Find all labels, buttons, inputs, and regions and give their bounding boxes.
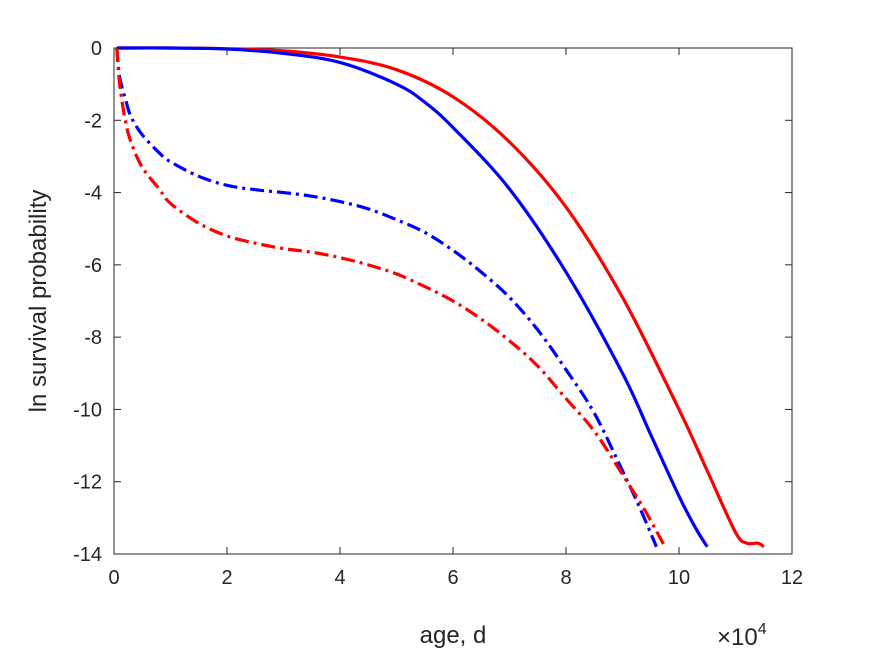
y-axis-label: ln survival probability [25,190,52,413]
x-tick-label: 8 [560,567,571,589]
y-tick-label: -4 [84,183,102,205]
y-tick-label: -14 [73,544,102,566]
series-layer [115,46,765,549]
x-exponent-power: 4 [758,621,767,638]
x-axis-label: age, d [420,622,487,649]
y-tick-label: -10 [73,399,102,421]
x-tick-label: 6 [447,567,458,589]
x-tick-label: 12 [781,567,803,589]
x-tick-label: 10 [668,567,690,589]
series-line-1 [116,46,765,549]
x-tick-label: 2 [221,567,232,589]
series-line-2 [116,46,709,548]
y-tick-label: -6 [84,255,102,277]
y-axis: 0 -2 -4 -6 -8 -10 -12 -14 [73,38,792,566]
y-tick-label: -8 [84,327,102,349]
series-line-3 [115,47,658,548]
y-tick-label: -2 [84,110,102,132]
x-exponent-base: ×10 [717,624,758,651]
series-line-4 [115,47,667,548]
y-tick-label: -12 [73,472,102,494]
y-tick-label: 0 [91,38,102,60]
x-tick-label: 4 [334,567,345,589]
x-tick-label: 0 [108,567,119,589]
x-axis: 0 2 4 6 8 10 12 [108,48,803,589]
x-axis-exponent: ×104 [717,621,767,651]
